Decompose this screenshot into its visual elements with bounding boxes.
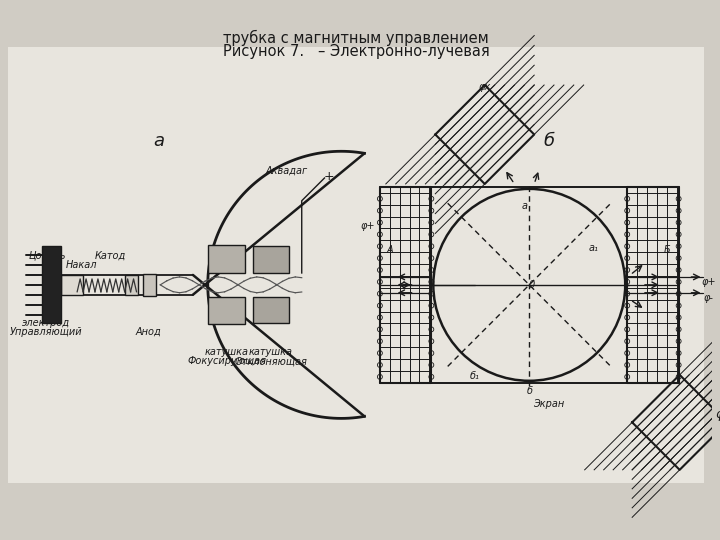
Text: б: б — [544, 132, 554, 150]
Text: Анод: Анод — [135, 326, 161, 336]
Text: электрод: электрод — [22, 319, 71, 328]
Bar — [253, 246, 289, 273]
Bar — [208, 245, 246, 273]
Text: а: а — [153, 132, 163, 150]
Bar — [61, 275, 83, 295]
Bar — [253, 296, 289, 323]
Text: φ-: φ- — [703, 293, 714, 303]
Text: Экран: Экран — [534, 399, 564, 409]
Text: а₁: а₁ — [589, 244, 598, 253]
Text: Управляющий: Управляющий — [10, 327, 83, 338]
Text: Цоколь: Цоколь — [29, 250, 66, 260]
Text: Фокусирующая: Фокусирующая — [187, 356, 266, 366]
Text: 0: 0 — [528, 280, 534, 290]
Text: катушка: катушка — [204, 347, 248, 357]
Text: A: A — [387, 245, 393, 255]
Text: Б: Б — [663, 245, 670, 255]
Text: φ+: φ+ — [361, 220, 375, 231]
Text: φx: φx — [479, 82, 491, 92]
Text: φ: φ — [715, 408, 720, 422]
Bar — [143, 274, 156, 296]
Text: φ+: φ+ — [701, 277, 716, 287]
Text: Аквадаг: Аквадаг — [266, 166, 308, 176]
Text: Рисунок 7.   – Электронно-лучевая: Рисунок 7. – Электронно-лучевая — [222, 44, 490, 59]
Text: катушка: катушка — [249, 347, 293, 357]
Text: трубка с магнитным управлением: трубка с магнитным управлением — [223, 30, 489, 46]
Text: б₁: б₁ — [470, 371, 480, 381]
Bar — [125, 275, 138, 295]
Text: Отклоняющая: Отклоняющая — [235, 356, 307, 366]
Text: Накал: Накал — [66, 260, 97, 270]
Text: б: б — [526, 386, 532, 396]
Text: а: а — [521, 201, 527, 211]
FancyBboxPatch shape — [8, 48, 704, 483]
Bar — [42, 246, 61, 323]
Bar — [208, 296, 246, 325]
Text: Катод: Катод — [95, 250, 127, 260]
Text: +: + — [324, 170, 335, 183]
